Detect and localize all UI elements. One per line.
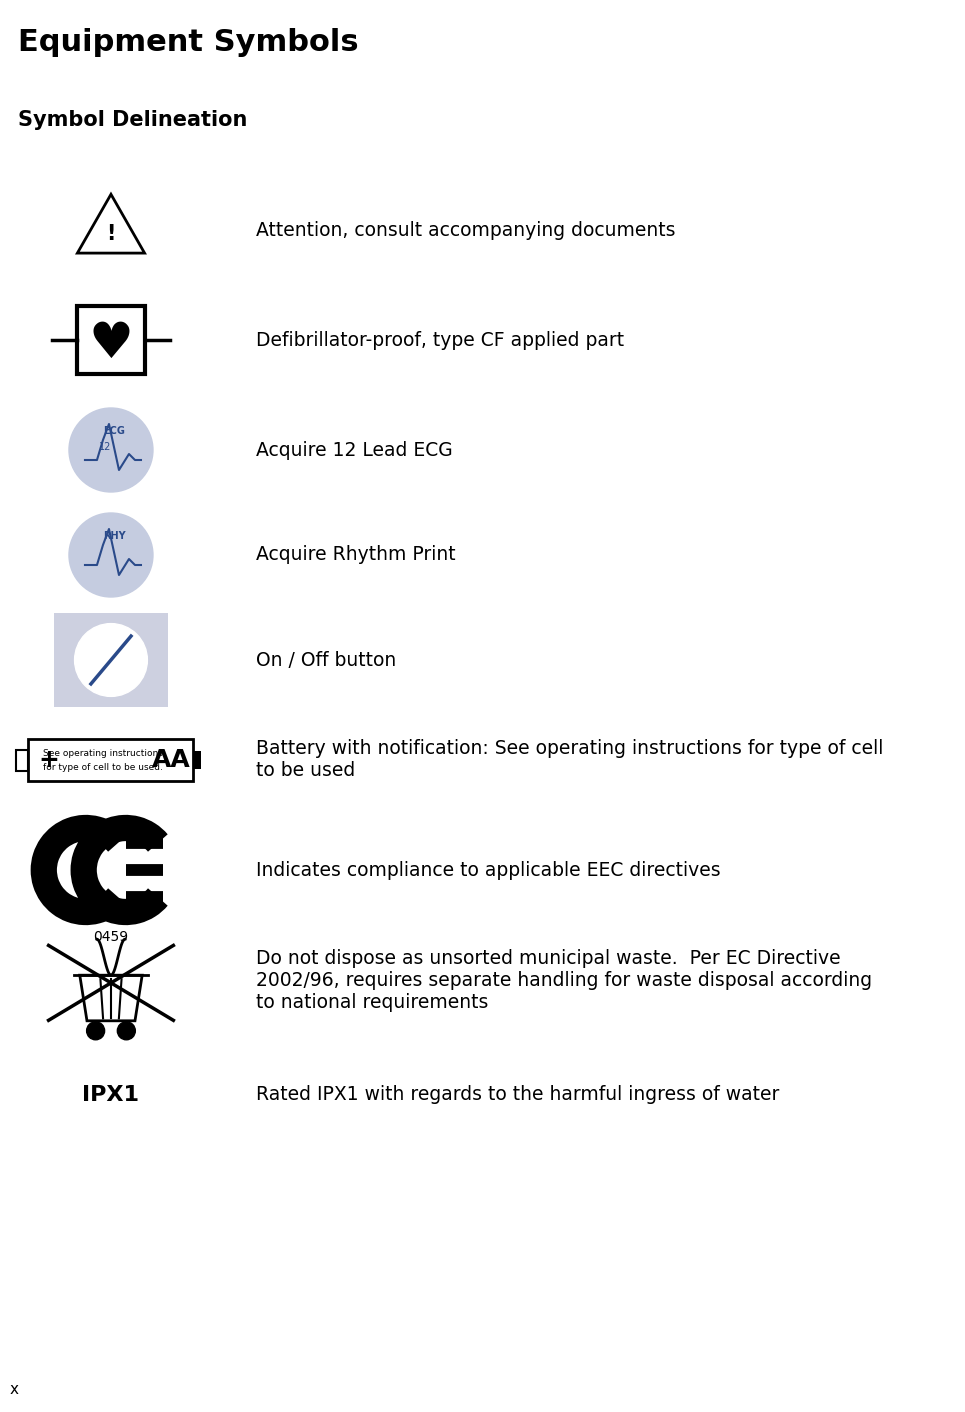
Circle shape [118,1022,135,1039]
Circle shape [69,513,153,597]
Bar [16,750,29,771]
Text: Do not dispose as unsorted municipal waste.  Per EC Directive
2002/96, requires : Do not dispose as unsorted municipal was… [256,949,871,1011]
Text: Equipment Symbols: Equipment Symbols [18,28,359,56]
Text: Attention, consult accompanying documents: Attention, consult accompanying document… [256,220,676,240]
Text: !: ! [106,225,116,244]
Text: On / Off button: On / Off button [256,651,396,669]
Bar [77,306,145,374]
Text: Battery with notification: See operating instructions for type of cell
to be use: Battery with notification: See operating… [256,740,883,781]
Bar [54,613,168,707]
Text: IPX1: IPX1 [82,1084,140,1106]
Text: Symbol Delineation: Symbol Delineation [18,110,247,130]
Circle shape [74,624,148,696]
Text: ECG: ECG [103,426,124,436]
Bar [193,751,202,770]
Text: AA: AA [152,748,191,772]
Text: RHY: RHY [102,531,125,541]
Text: 12: 12 [98,442,111,452]
Bar [29,738,193,781]
Circle shape [87,1022,104,1039]
Text: See operating instructions: See operating instructions [43,750,163,758]
Text: +: + [38,748,59,772]
Text: ♥: ♥ [89,321,133,369]
Text: Indicates compliance to applicable EEC directives: Indicates compliance to applicable EEC d… [256,860,720,880]
Text: for type of cell to be used.: for type of cell to be used. [43,762,163,771]
Text: 0459: 0459 [94,931,128,945]
Text: x: x [10,1382,19,1396]
Text: Rated IPX1 with regards to the harmful ingress of water: Rated IPX1 with regards to the harmful i… [256,1086,779,1104]
Circle shape [69,408,153,491]
Text: Defibrillator-proof, type CF applied part: Defibrillator-proof, type CF applied par… [256,330,623,350]
Text: Acquire 12 Lead ECG: Acquire 12 Lead ECG [256,441,453,459]
Text: Acquire Rhythm Print: Acquire Rhythm Print [256,545,455,565]
